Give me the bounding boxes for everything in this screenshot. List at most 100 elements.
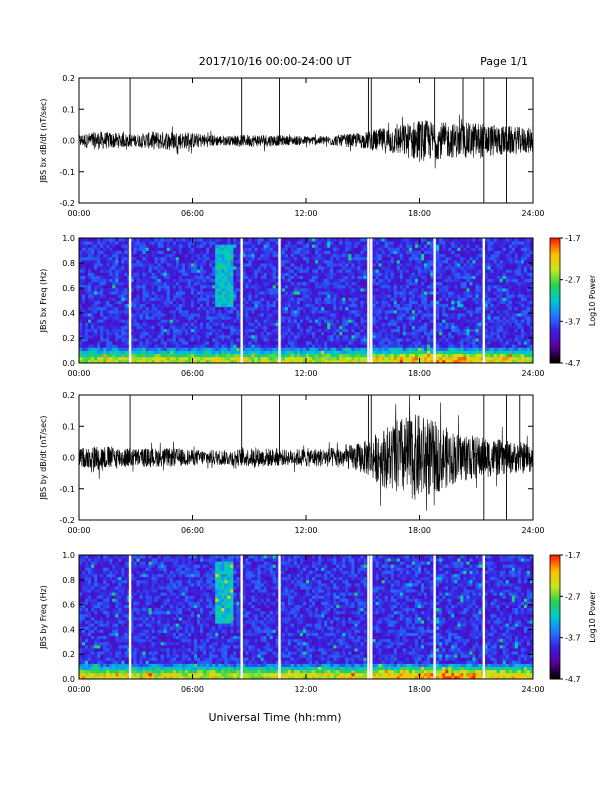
- spectrogram-cell: [330, 281, 334, 286]
- spectrogram-cell: [360, 350, 364, 355]
- spectrogram-cell: [200, 328, 204, 333]
- spectrogram-cell: [445, 347, 449, 351]
- spectrogram-cell: [333, 353, 337, 358]
- spectrogram-cell: [266, 328, 271, 333]
- spectrogram-cell: [390, 331, 395, 336]
- spectrogram-cell: [221, 331, 225, 336]
- spectrogram-cell: [136, 328, 140, 333]
- spectrogram-cell: [94, 266, 98, 270]
- spectrogram-cell: [82, 334, 86, 339]
- spectrogram-cell: [251, 313, 255, 317]
- spectrogram-cell: [281, 247, 286, 251]
- spectrogram-cell: [275, 278, 280, 283]
- spectrogram-cell: [209, 288, 213, 292]
- spectrogram-cell: [115, 281, 119, 286]
- spectrogram-cell: [402, 322, 407, 326]
- spectrogram-cell: [272, 250, 277, 255]
- spectrogram-cell: [263, 322, 268, 326]
- spectrogram-cell: [145, 281, 150, 286]
- spectrogram-cell: [106, 325, 110, 330]
- spectrogram-cell: [290, 356, 295, 361]
- spectrogram-cell: [184, 325, 189, 330]
- spectrogram-cell: [206, 356, 210, 361]
- spectrogram-cell: [399, 238, 404, 242]
- spectrogram-cell: [103, 334, 107, 339]
- spectrogram-cell: [396, 263, 401, 267]
- spectrogram-cell: [151, 294, 156, 298]
- spectrogram-cell: [290, 263, 295, 267]
- spectrogram-cell: [339, 353, 343, 358]
- spectrogram-cell: [402, 344, 407, 348]
- spectrogram-cell: [254, 238, 258, 242]
- spectrogram-cell: [318, 306, 322, 311]
- spectrogram-cell: [336, 341, 340, 345]
- spectrogram-cell: [448, 331, 452, 336]
- spectrogram-cell: [408, 350, 413, 355]
- spectrogram-cell: [257, 328, 261, 333]
- spectrogram-cell: [215, 356, 219, 361]
- spectrogram-cell: [248, 291, 252, 295]
- spectrogram-cell: [209, 247, 213, 251]
- spectrogram-cell: [157, 341, 162, 345]
- spectrogram-cell: [421, 316, 425, 320]
- spectrogram-cell: [85, 272, 89, 276]
- spectrogram-cell: [251, 325, 255, 330]
- spectrogram-cell: [299, 253, 304, 258]
- spectrogram-cell: [233, 303, 237, 308]
- spectrogram-cell: [206, 303, 210, 308]
- spectrogram-cell: [157, 266, 162, 270]
- spectrogram-cell: [351, 341, 355, 345]
- spectrogram-cell: [442, 347, 446, 351]
- spectrogram-cell: [245, 316, 249, 320]
- spectrogram-cell: [236, 278, 240, 283]
- spectrogram-cell: [363, 334, 367, 339]
- spectrogram-cell: [139, 247, 143, 251]
- spectrogram-cell: [390, 322, 395, 326]
- spectrogram-cell: [97, 350, 101, 355]
- spectrogram-cell: [172, 238, 177, 242]
- spectrogram-cell: [451, 322, 455, 326]
- spectrogram-cell: [106, 247, 110, 251]
- spectrogram-cell: [172, 306, 177, 311]
- spectrogram-cell: [178, 256, 183, 261]
- spectrogram-cell: [408, 269, 413, 273]
- spectrogram-cell: [354, 306, 358, 311]
- spectrogram-cell: [91, 269, 95, 273]
- spectrogram-cell: [133, 272, 137, 276]
- spectrogram-cell: [209, 334, 213, 339]
- spectrogram-cell: [309, 303, 313, 308]
- spectrogram-cell: [266, 347, 271, 351]
- spectrogram-cell: [309, 291, 313, 295]
- spectrogram-cell: [390, 303, 395, 308]
- spectrogram-cell: [312, 344, 316, 348]
- spectrogram-cell: [181, 253, 186, 258]
- spectrogram-cell: [290, 306, 295, 311]
- spectrogram-cell: [378, 353, 383, 358]
- spectrogram-cell: [408, 322, 413, 326]
- spectrogram-cell: [306, 272, 310, 276]
- spectrogram-cell: [166, 328, 171, 333]
- spectrogram-cell: [375, 241, 380, 245]
- spectrogram-cell: [236, 263, 240, 267]
- spectrogram-cell: [290, 359, 295, 364]
- spectrogram-cell: [109, 297, 113, 301]
- spectrogram-cell: [91, 294, 95, 298]
- spectrogram-cell: [333, 313, 337, 317]
- spectrogram-cell: [302, 244, 307, 248]
- spectrogram-cell: [257, 278, 261, 283]
- spectrogram-cell: [160, 313, 165, 317]
- spectrogram-cell: [215, 316, 219, 320]
- spectrogram-cell: [405, 259, 410, 264]
- spectrogram-cell: [312, 319, 316, 323]
- spectrogram-cell: [372, 356, 377, 361]
- spectrogram-cell: [354, 316, 358, 320]
- spectrogram-cell: [393, 316, 398, 320]
- spectrogram-cell: [357, 300, 361, 305]
- spectrogram-cell: [169, 325, 174, 330]
- spectrogram-cell: [118, 278, 122, 283]
- spectrogram-cell: [148, 272, 153, 276]
- spectrogram-cell: [206, 328, 210, 333]
- spectrogram-cell: [427, 359, 431, 364]
- spectrogram-cell: [124, 263, 128, 267]
- spectrogram-cell: [190, 344, 195, 348]
